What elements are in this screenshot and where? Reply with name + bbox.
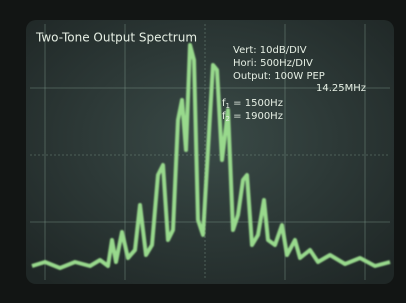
page: {"display": { "title": "Two-Tone Output … (0, 0, 406, 303)
tone-text: = 1500Hz (230, 98, 283, 109)
title: Two-Tone Output Spectrum (35, 31, 197, 45)
hori-label: Hori: 500Hz/DIV (233, 58, 313, 69)
screen (26, 20, 394, 284)
tone-text: = 1900Hz (230, 111, 283, 122)
tone-label: f2 = 1900Hz (222, 111, 283, 123)
vert-label: Vert: 10dB/DIV (233, 45, 307, 56)
frequency-label: 14.25MHz (316, 83, 366, 94)
spectrum-photo: Two-Tone Output Spectrum Vert: 10dB/DIV … (0, 0, 406, 303)
tone-label: f1 = 1500Hz (222, 98, 283, 110)
output-label: Output: 100W PEP (233, 71, 325, 82)
